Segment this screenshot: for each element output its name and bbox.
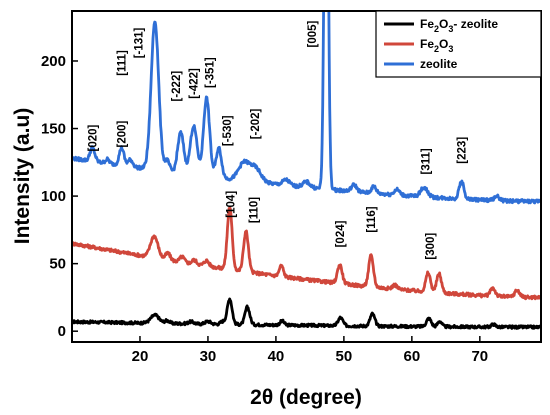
legend-label-1: Fe2O3 [420,37,453,54]
y-tick-label: 0 [58,323,66,340]
y-tick-label: 100 [41,188,66,205]
peak-label: [116] [366,206,378,232]
x-axis: 20 30 40 50 60 70 [132,336,488,365]
peak-label: [111] [117,50,129,76]
plot-frame [71,10,542,343]
peak-label: [-131] [134,27,146,58]
peak-label: [005] [307,20,319,47]
peak-label: [104] [225,191,237,218]
peak-label: [-422] [189,68,201,99]
peak-label: [-202] [250,108,262,139]
annotation-layer: [020] [200] [111] [-131] [-222] [-422] [-351] [… [87,20,468,259]
y-tick-label: 50 [49,256,66,273]
y-tick-label: 150 [41,121,66,138]
series-line-1 [72,206,541,301]
legend-label-2: zeolite [420,57,458,71]
x-axis-title: 2θ (degree) [250,386,362,409]
peak-label: [311] [420,148,432,174]
y-axis-title: Intensity (a.u) [11,108,34,245]
y-axis: 0 50 100 150 200 [41,53,78,340]
peak-label: [200] [117,120,129,147]
peak-label: [300] [425,233,437,260]
peak-label: [-222] [171,71,183,102]
x-tick-label: 30 [200,348,217,365]
series-layer [72,11,541,330]
series-line-2 [72,11,541,205]
peak-label: [024] [335,220,347,247]
x-tick-label: 20 [132,348,149,365]
x-tick-label: 60 [404,348,421,365]
x-tick-label: 40 [268,348,285,365]
peak-label: [020] [87,124,99,151]
y-tick-label: 200 [41,53,66,70]
x-tick-label: 50 [336,348,353,365]
peak-label: [110] [249,197,261,223]
peak-label: [-530] [222,115,234,146]
series-line-0 [72,297,541,330]
legend: Fe2O3- zeolite Fe2O3 zeolite [375,10,542,78]
peak-label: [223] [457,137,469,164]
legend-label-0: Fe2O3- zeolite [420,17,498,34]
x-tick-label: 70 [471,348,488,365]
peak-label: [-351] [204,57,216,88]
